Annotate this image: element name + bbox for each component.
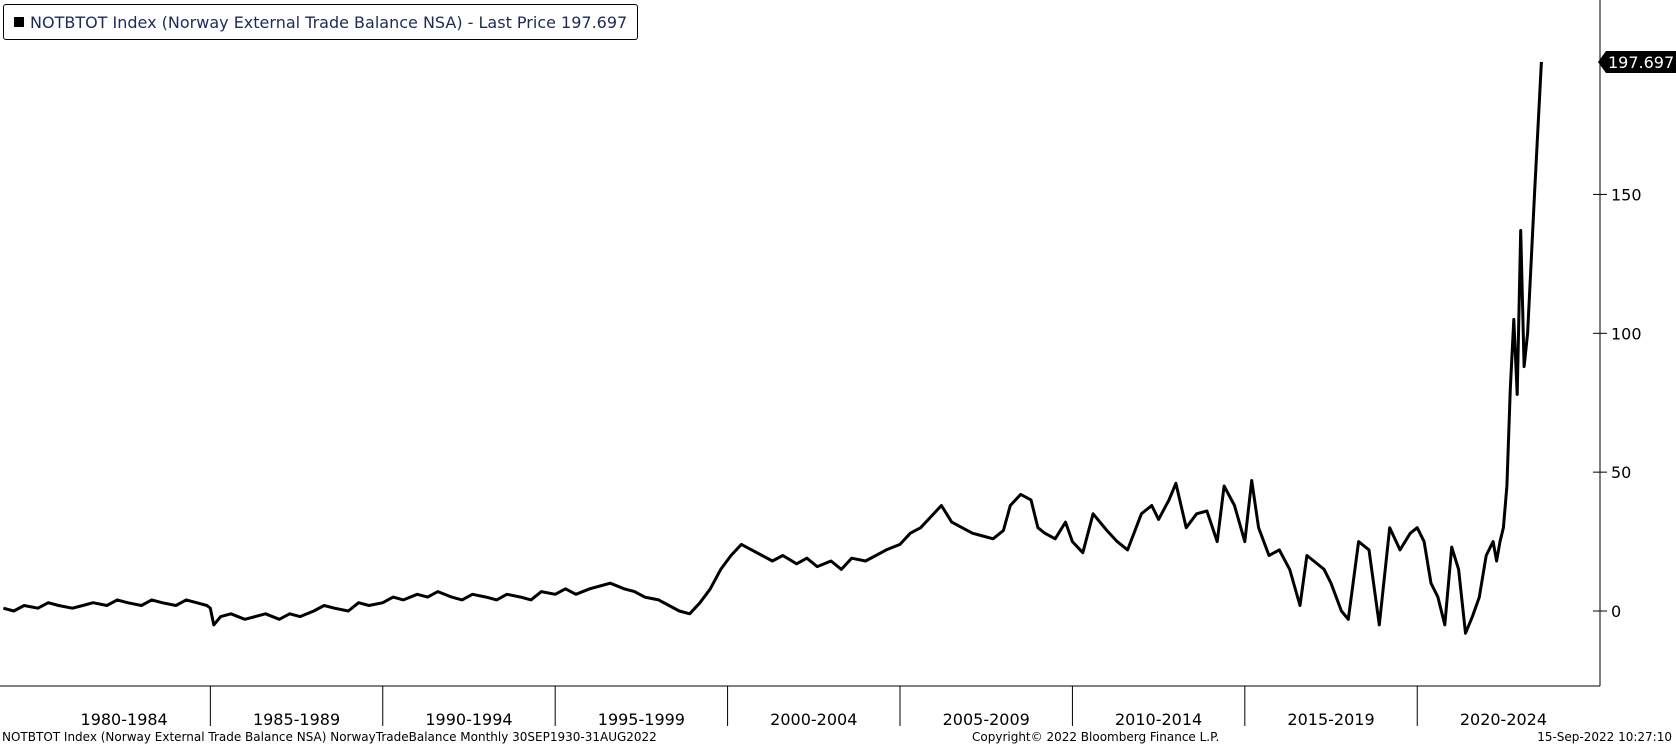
- footer-series-info: NOTBTOT Index (Norway External Trade Bal…: [2, 730, 657, 744]
- x-tick-label: 1980-1984: [81, 710, 168, 729]
- x-tick-label: 1985-1989: [253, 710, 340, 729]
- x-tick-label: 2005-2009: [943, 710, 1030, 729]
- x-axis: 1980-1984 1985-1989 1990-1994 1995-1999 2000…: [81, 686, 1547, 729]
- legend-text: NOTBTOT Index (Norway External Trade Bal…: [30, 12, 628, 32]
- y-tick-label: 50: [1611, 463, 1631, 482]
- x-tick-label: 2000-2004: [770, 710, 857, 729]
- last-price-label: 197.697: [1608, 53, 1674, 72]
- last-price-tag: [1598, 50, 1676, 73]
- series-line: [3, 61, 1543, 635]
- chart-legend: NOTBTOT Index (Norway External Trade Bal…: [3, 4, 639, 40]
- x-tick-label: 2015-2019: [1287, 710, 1374, 729]
- y-tick-label: 100: [1611, 324, 1642, 343]
- y-tick-label: 150: [1611, 185, 1642, 204]
- y-axis: 0 50 100 150: [1593, 185, 1642, 621]
- last-price-marker: 197.697: [1598, 50, 1676, 73]
- y-tick-label: 0: [1611, 602, 1621, 621]
- x-tick-label: 1995-1999: [598, 710, 685, 729]
- legend-swatch-icon: [14, 17, 24, 27]
- x-tick-label: 2020-2024: [1460, 710, 1547, 729]
- x-tick-label: 1990-1994: [425, 710, 512, 729]
- footer-timestamp: 15-Sep-2022 10:27:10: [1537, 730, 1672, 744]
- x-tick-label: 2010-2014: [1115, 710, 1202, 729]
- footer-copyright: Copyright© 2022 Bloomberg Finance L.P.: [972, 730, 1220, 744]
